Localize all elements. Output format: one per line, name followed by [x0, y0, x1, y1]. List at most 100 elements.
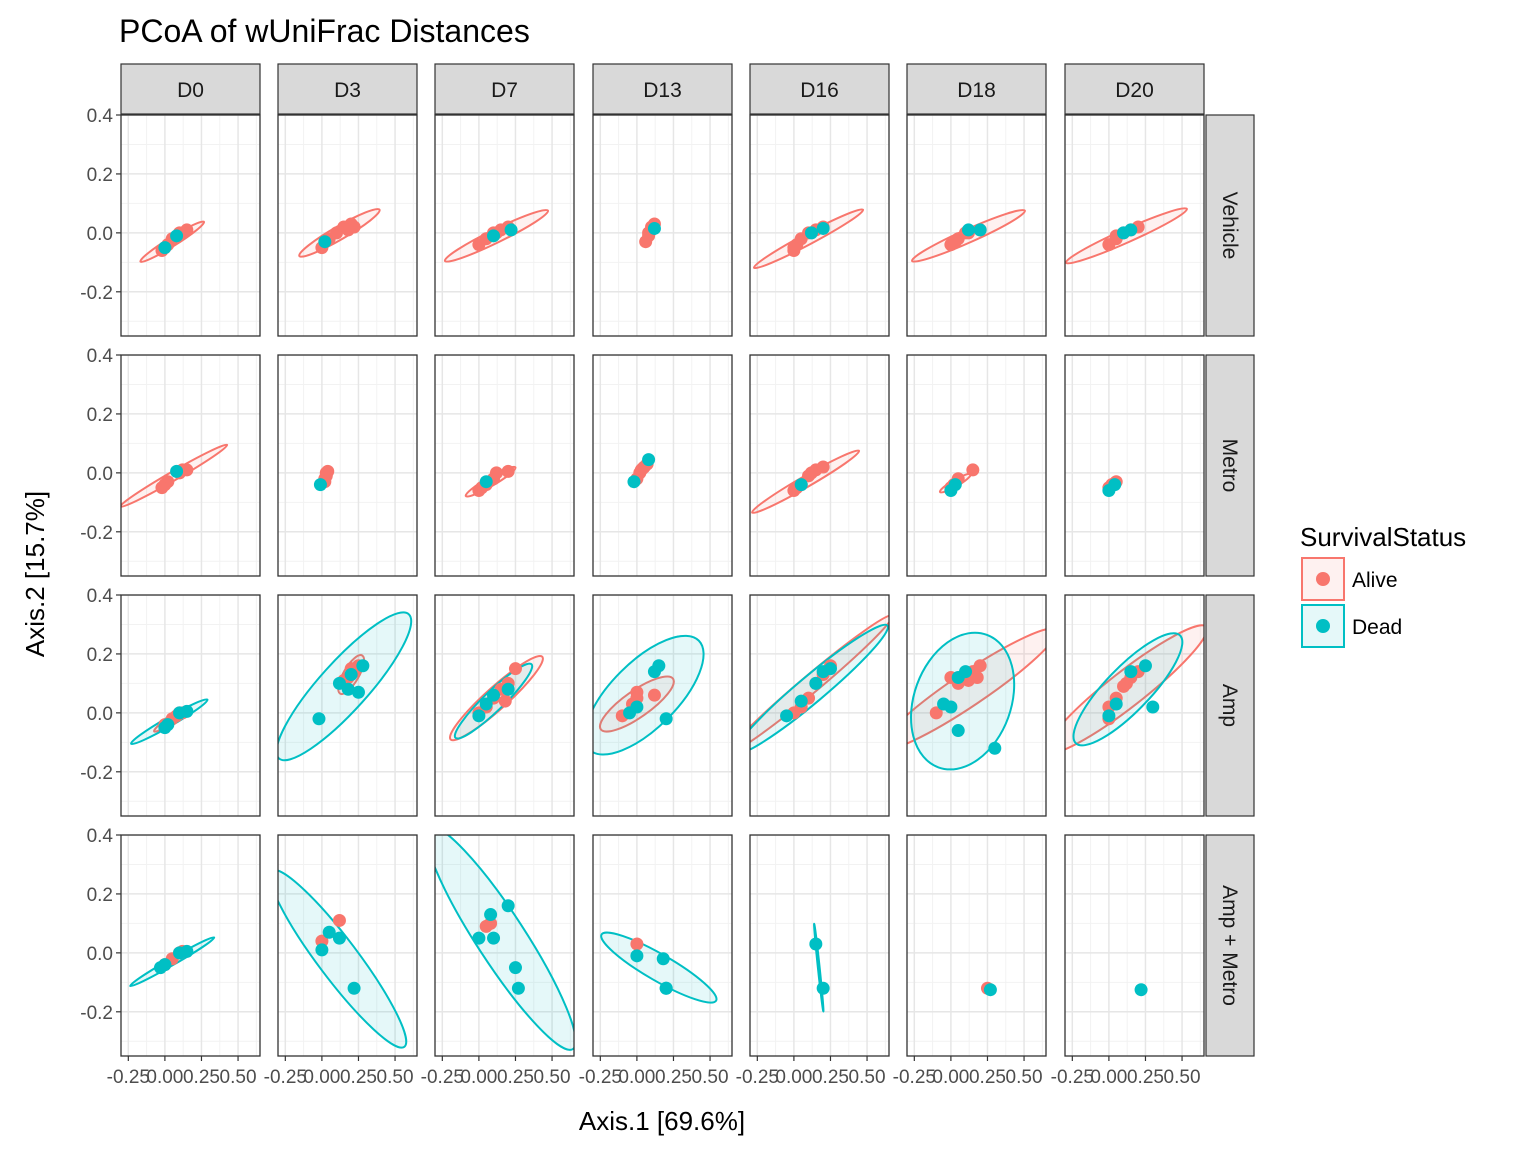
x-tick-label: -0.25 — [736, 1067, 779, 1088]
panel-border — [277, 354, 418, 577]
point-dead — [647, 665, 661, 679]
plot-area — [130, 698, 209, 746]
row-strip-amp-metro: Amp + Metro — [1205, 834, 1255, 1057]
point-alive — [966, 463, 980, 477]
row-strip-label: Metro — [1218, 439, 1241, 493]
point-dead — [318, 235, 332, 249]
point-alive — [804, 466, 818, 480]
x-tick-label: 0.50 — [1164, 1067, 1201, 1088]
facet-panels: D0 D3 D7 D13 D16 D18 D20 Vehicle Metro Amp Amp + M… — [80, 63, 1255, 1088]
point-dead — [479, 475, 493, 489]
y-tick-label: 0.4 — [87, 586, 114, 607]
panel-border — [592, 834, 733, 1057]
y-tick-label: 0.0 — [87, 704, 113, 725]
strip-background — [1205, 354, 1255, 577]
panel-metro-d16 — [749, 354, 890, 577]
point-dead — [504, 223, 518, 237]
panel-vehicle-d16 — [749, 114, 890, 337]
column-strip-d18: D18 — [906, 63, 1047, 115]
confidence-ellipse-dead — [278, 868, 408, 1049]
panel-border — [434, 114, 575, 337]
point-dead — [973, 223, 987, 237]
panel-border — [120, 594, 261, 817]
legend-label: Alive — [1352, 569, 1398, 592]
panel-background — [121, 835, 260, 1056]
y-tick-label: 0.0 — [87, 464, 113, 485]
panel-metro-d13 — [592, 354, 733, 577]
point-dead — [158, 241, 172, 255]
strip-background — [120, 63, 261, 115]
gridlines — [593, 835, 732, 1056]
point-dead — [951, 724, 965, 738]
point-alive — [1119, 676, 1133, 690]
y-tick-label: 0.4 — [87, 346, 114, 367]
point-dead — [1108, 478, 1122, 492]
column-strip-d16: D16 — [749, 63, 890, 115]
point-dead — [959, 665, 973, 679]
x-tick-label: 0.25 — [812, 1067, 849, 1088]
plot-area — [1065, 207, 1188, 265]
point-dead — [484, 908, 498, 922]
confidence-ellipse-dead — [435, 835, 574, 1051]
plot-area — [139, 220, 206, 263]
plot-area — [938, 463, 980, 498]
point-dead — [170, 229, 184, 243]
point-dead — [961, 223, 975, 237]
panel-background — [435, 355, 574, 576]
point-dead — [472, 931, 486, 945]
point-dead — [158, 958, 172, 972]
panel-border — [749, 114, 890, 337]
chart-title: PCoA of wUniFrac Distances — [119, 13, 530, 49]
gridlines — [435, 115, 574, 336]
panel-border — [277, 834, 418, 1057]
panel-background — [1065, 355, 1204, 576]
plot-area — [298, 208, 381, 258]
point-dead — [479, 697, 493, 711]
point-dead — [347, 981, 361, 995]
row-strip-label: Amp — [1218, 684, 1241, 727]
point-dead — [948, 478, 962, 492]
point-alive — [970, 671, 984, 685]
point-dead — [794, 694, 808, 708]
x-tick-label: 0.00 — [1090, 1067, 1127, 1088]
row-strip-amp: Amp — [1205, 594, 1255, 817]
panel-metro-d0: -0.2 0.0 0.2 0.4 — [80, 346, 261, 577]
point-dead — [341, 682, 355, 696]
panel-amp-metro-d0: -0.2 0.0 0.2 0.4 -0.250.00 0.25 0.50 — [80, 826, 261, 1088]
point-dead — [170, 464, 184, 478]
panel-background — [1065, 835, 1204, 1056]
point-dead — [647, 221, 661, 235]
plot-area — [1102, 475, 1123, 498]
y-tick-label: -0.2 — [80, 1003, 113, 1024]
point-dead — [630, 949, 644, 963]
plot-area — [751, 449, 861, 514]
panel-amp-metro-d13: -0.250.00 0.25 0.50 — [579, 834, 733, 1088]
panel-amp-d0: -0.2 0.0 0.2 0.4 — [80, 586, 261, 817]
point-dead — [988, 741, 1002, 755]
point-dead — [804, 226, 818, 240]
y-tick-label: 0.2 — [87, 645, 113, 666]
panel-border — [1064, 834, 1205, 1057]
x-tick-label: 0.00 — [932, 1067, 969, 1088]
x-tick-label: 0.50 — [377, 1067, 414, 1088]
x-tick-label: -0.25 — [107, 1067, 150, 1088]
column-strip-label: D20 — [1115, 79, 1154, 102]
plot-area — [278, 868, 408, 1049]
x-tick-label: 0.50 — [1006, 1067, 1043, 1088]
panel-amp-d18 — [906, 594, 1047, 817]
point-dead — [322, 925, 336, 939]
panel-background — [593, 595, 732, 816]
panel-amp-d3 — [277, 594, 418, 817]
point-alive — [341, 223, 355, 237]
confidence-ellipse-dead — [750, 623, 889, 755]
panel-background — [278, 835, 417, 1056]
panel-border — [434, 594, 575, 817]
confidence-ellipse-dead — [910, 631, 1016, 771]
x-tick-label: 0.00 — [460, 1067, 497, 1088]
point-dead — [1146, 700, 1160, 714]
point-alive — [501, 464, 515, 478]
y-tick-label: 0.2 — [87, 885, 113, 906]
point-dead — [630, 700, 644, 714]
plot-area — [910, 208, 1026, 263]
panel-border — [434, 354, 575, 577]
